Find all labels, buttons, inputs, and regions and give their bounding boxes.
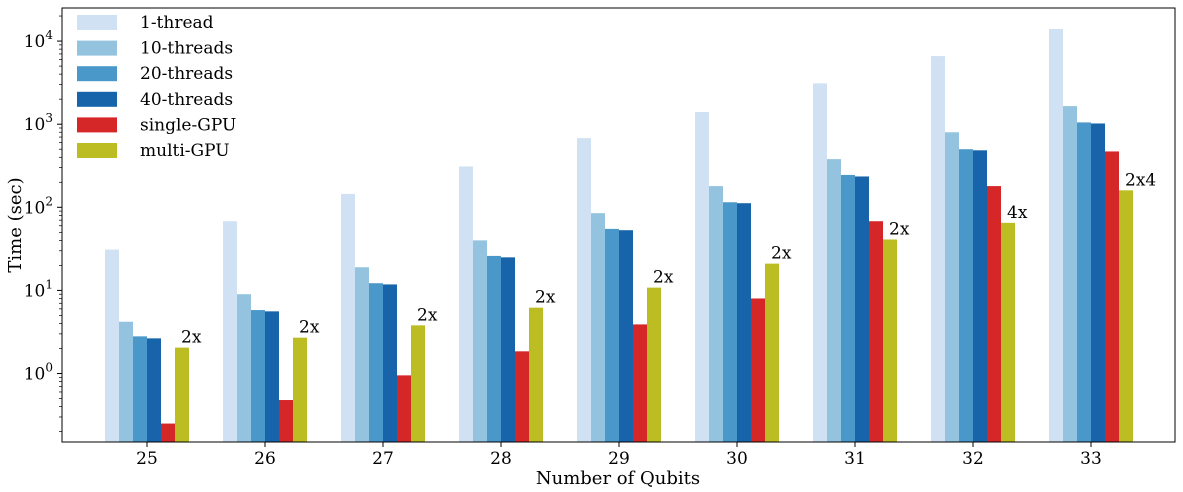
bar-annotation: 2x xyxy=(299,318,320,338)
legend-swatch xyxy=(77,66,117,82)
y-tick-label: 100 xyxy=(24,361,53,385)
bar-multi-GPU-31 xyxy=(883,239,897,442)
legend-swatch xyxy=(77,143,117,158)
x-tick-label: 31 xyxy=(844,449,866,469)
bar-1-thread-25 xyxy=(105,249,119,442)
bar-annotation: 4x xyxy=(1007,203,1028,223)
bar-40-threads-25 xyxy=(147,338,161,442)
bar-40-threads-29 xyxy=(619,230,633,442)
bar-10-threads-29 xyxy=(591,213,605,442)
bar-20-threads-31 xyxy=(841,174,855,442)
bar-10-threads-30 xyxy=(709,186,723,442)
bar-1-thread-28 xyxy=(459,166,473,442)
bar-single-GPU-31 xyxy=(869,221,883,442)
legend: 1-thread 10-threads 20-threads 40-threads si… xyxy=(77,13,236,161)
bar-40-threads-33 xyxy=(1091,123,1105,442)
bar-single-GPU-26 xyxy=(279,400,293,442)
bar-single-GPU-25 xyxy=(161,423,175,442)
legend-swatch xyxy=(77,40,117,56)
x-tick-label: 33 xyxy=(1080,449,1102,469)
y-axis-label: Time (sec) xyxy=(5,177,26,272)
bar-10-threads-28 xyxy=(473,240,487,442)
bar-multi-GPU-27 xyxy=(411,325,425,442)
bar-multi-GPU-33 xyxy=(1119,190,1133,442)
bar-20-threads-33 xyxy=(1077,122,1091,443)
bar-40-threads-31 xyxy=(855,176,869,442)
bar-40-threads-27 xyxy=(383,284,397,442)
bar-annotation: 2x xyxy=(417,305,438,325)
bar-single-GPU-28 xyxy=(515,351,529,442)
bar-multi-GPU-26 xyxy=(293,337,307,442)
y-tick-label: 101 xyxy=(24,277,53,301)
legend-label: single-GPU xyxy=(140,115,236,135)
x-tick-label: 29 xyxy=(608,449,630,469)
bar-40-threads-26 xyxy=(265,311,279,442)
bar-20-threads-28 xyxy=(487,255,501,442)
bar-1-thread-29 xyxy=(577,138,591,443)
bar-1-thread-27 xyxy=(341,193,355,442)
bar-10-threads-32 xyxy=(945,132,959,443)
bar-20-threads-30 xyxy=(723,202,737,442)
y-tick-label: 102 xyxy=(24,194,53,218)
x-axis-ticks: 25 26 27 28 29 30 31 32 33 xyxy=(136,442,1102,469)
bar-1-thread-26 xyxy=(223,221,237,442)
bar-annotations: 2x 2x 2x 2x 2x 2x 2x 4x 2x4 xyxy=(181,170,1156,347)
x-tick-label: 25 xyxy=(136,449,158,469)
bar-1-thread-31 xyxy=(813,83,827,442)
bar-multi-GPU-32 xyxy=(1001,222,1015,442)
bar-10-threads-27 xyxy=(355,267,369,442)
bar-10-threads-31 xyxy=(827,159,841,443)
bar-10-threads-26 xyxy=(237,294,251,442)
legend-label: 1-thread xyxy=(140,13,214,33)
bar-single-GPU-27 xyxy=(397,375,411,442)
y-axis-ticks: 100 101 102 103 104 xyxy=(24,15,62,432)
bar-annotation: 2x xyxy=(653,268,674,288)
bar-20-threads-25 xyxy=(133,336,147,442)
bar-single-GPU-30 xyxy=(751,298,765,442)
legend-label: 10-threads xyxy=(140,39,233,59)
legend-label: 40-threads xyxy=(140,90,233,110)
bar-multi-GPU-30 xyxy=(765,263,779,442)
bar-1-thread-30 xyxy=(695,112,709,442)
bar-10-threads-33 xyxy=(1063,106,1077,443)
x-tick-label: 28 xyxy=(490,449,512,469)
x-axis-label: Number of Qubits xyxy=(536,468,700,489)
bars-layer xyxy=(105,28,1133,443)
bar-single-GPU-29 xyxy=(633,324,647,442)
bar-multi-GPU-29 xyxy=(647,287,661,442)
bar-single-GPU-33 xyxy=(1105,151,1119,442)
legend-swatch xyxy=(77,117,117,133)
legend-swatch xyxy=(77,15,117,30)
bar-annotation: 2x xyxy=(181,328,202,348)
x-tick-label: 30 xyxy=(726,449,748,469)
x-tick-label: 32 xyxy=(962,449,984,469)
bar-40-threads-30 xyxy=(737,203,751,442)
bar-20-threads-32 xyxy=(959,149,973,442)
bar-20-threads-26 xyxy=(251,310,265,442)
bar-1-thread-32 xyxy=(931,56,945,442)
bar-single-GPU-32 xyxy=(987,186,1001,442)
bar-annotation: 2x xyxy=(771,244,792,264)
bar-20-threads-29 xyxy=(605,228,619,442)
y-tick-label: 104 xyxy=(24,28,54,52)
x-tick-label: 27 xyxy=(372,449,394,469)
bar-40-threads-28 xyxy=(501,257,515,442)
legend-swatch xyxy=(77,91,117,107)
bar-annotation: 2x xyxy=(535,288,556,308)
bar-annotation: 2x xyxy=(889,219,910,239)
bar-multi-GPU-25 xyxy=(175,347,189,442)
x-tick-label: 26 xyxy=(254,449,276,469)
legend-label: multi-GPU xyxy=(140,141,230,161)
bar-10-threads-25 xyxy=(119,321,133,442)
bar-annotation: 2x4 xyxy=(1125,170,1156,190)
bar-multi-GPU-28 xyxy=(529,307,543,442)
bar-1-thread-33 xyxy=(1049,28,1063,443)
bar-40-threads-32 xyxy=(973,150,987,443)
legend-label: 20-threads xyxy=(140,64,233,84)
bar-20-threads-27 xyxy=(369,283,383,442)
y-tick-label: 103 xyxy=(24,111,53,135)
